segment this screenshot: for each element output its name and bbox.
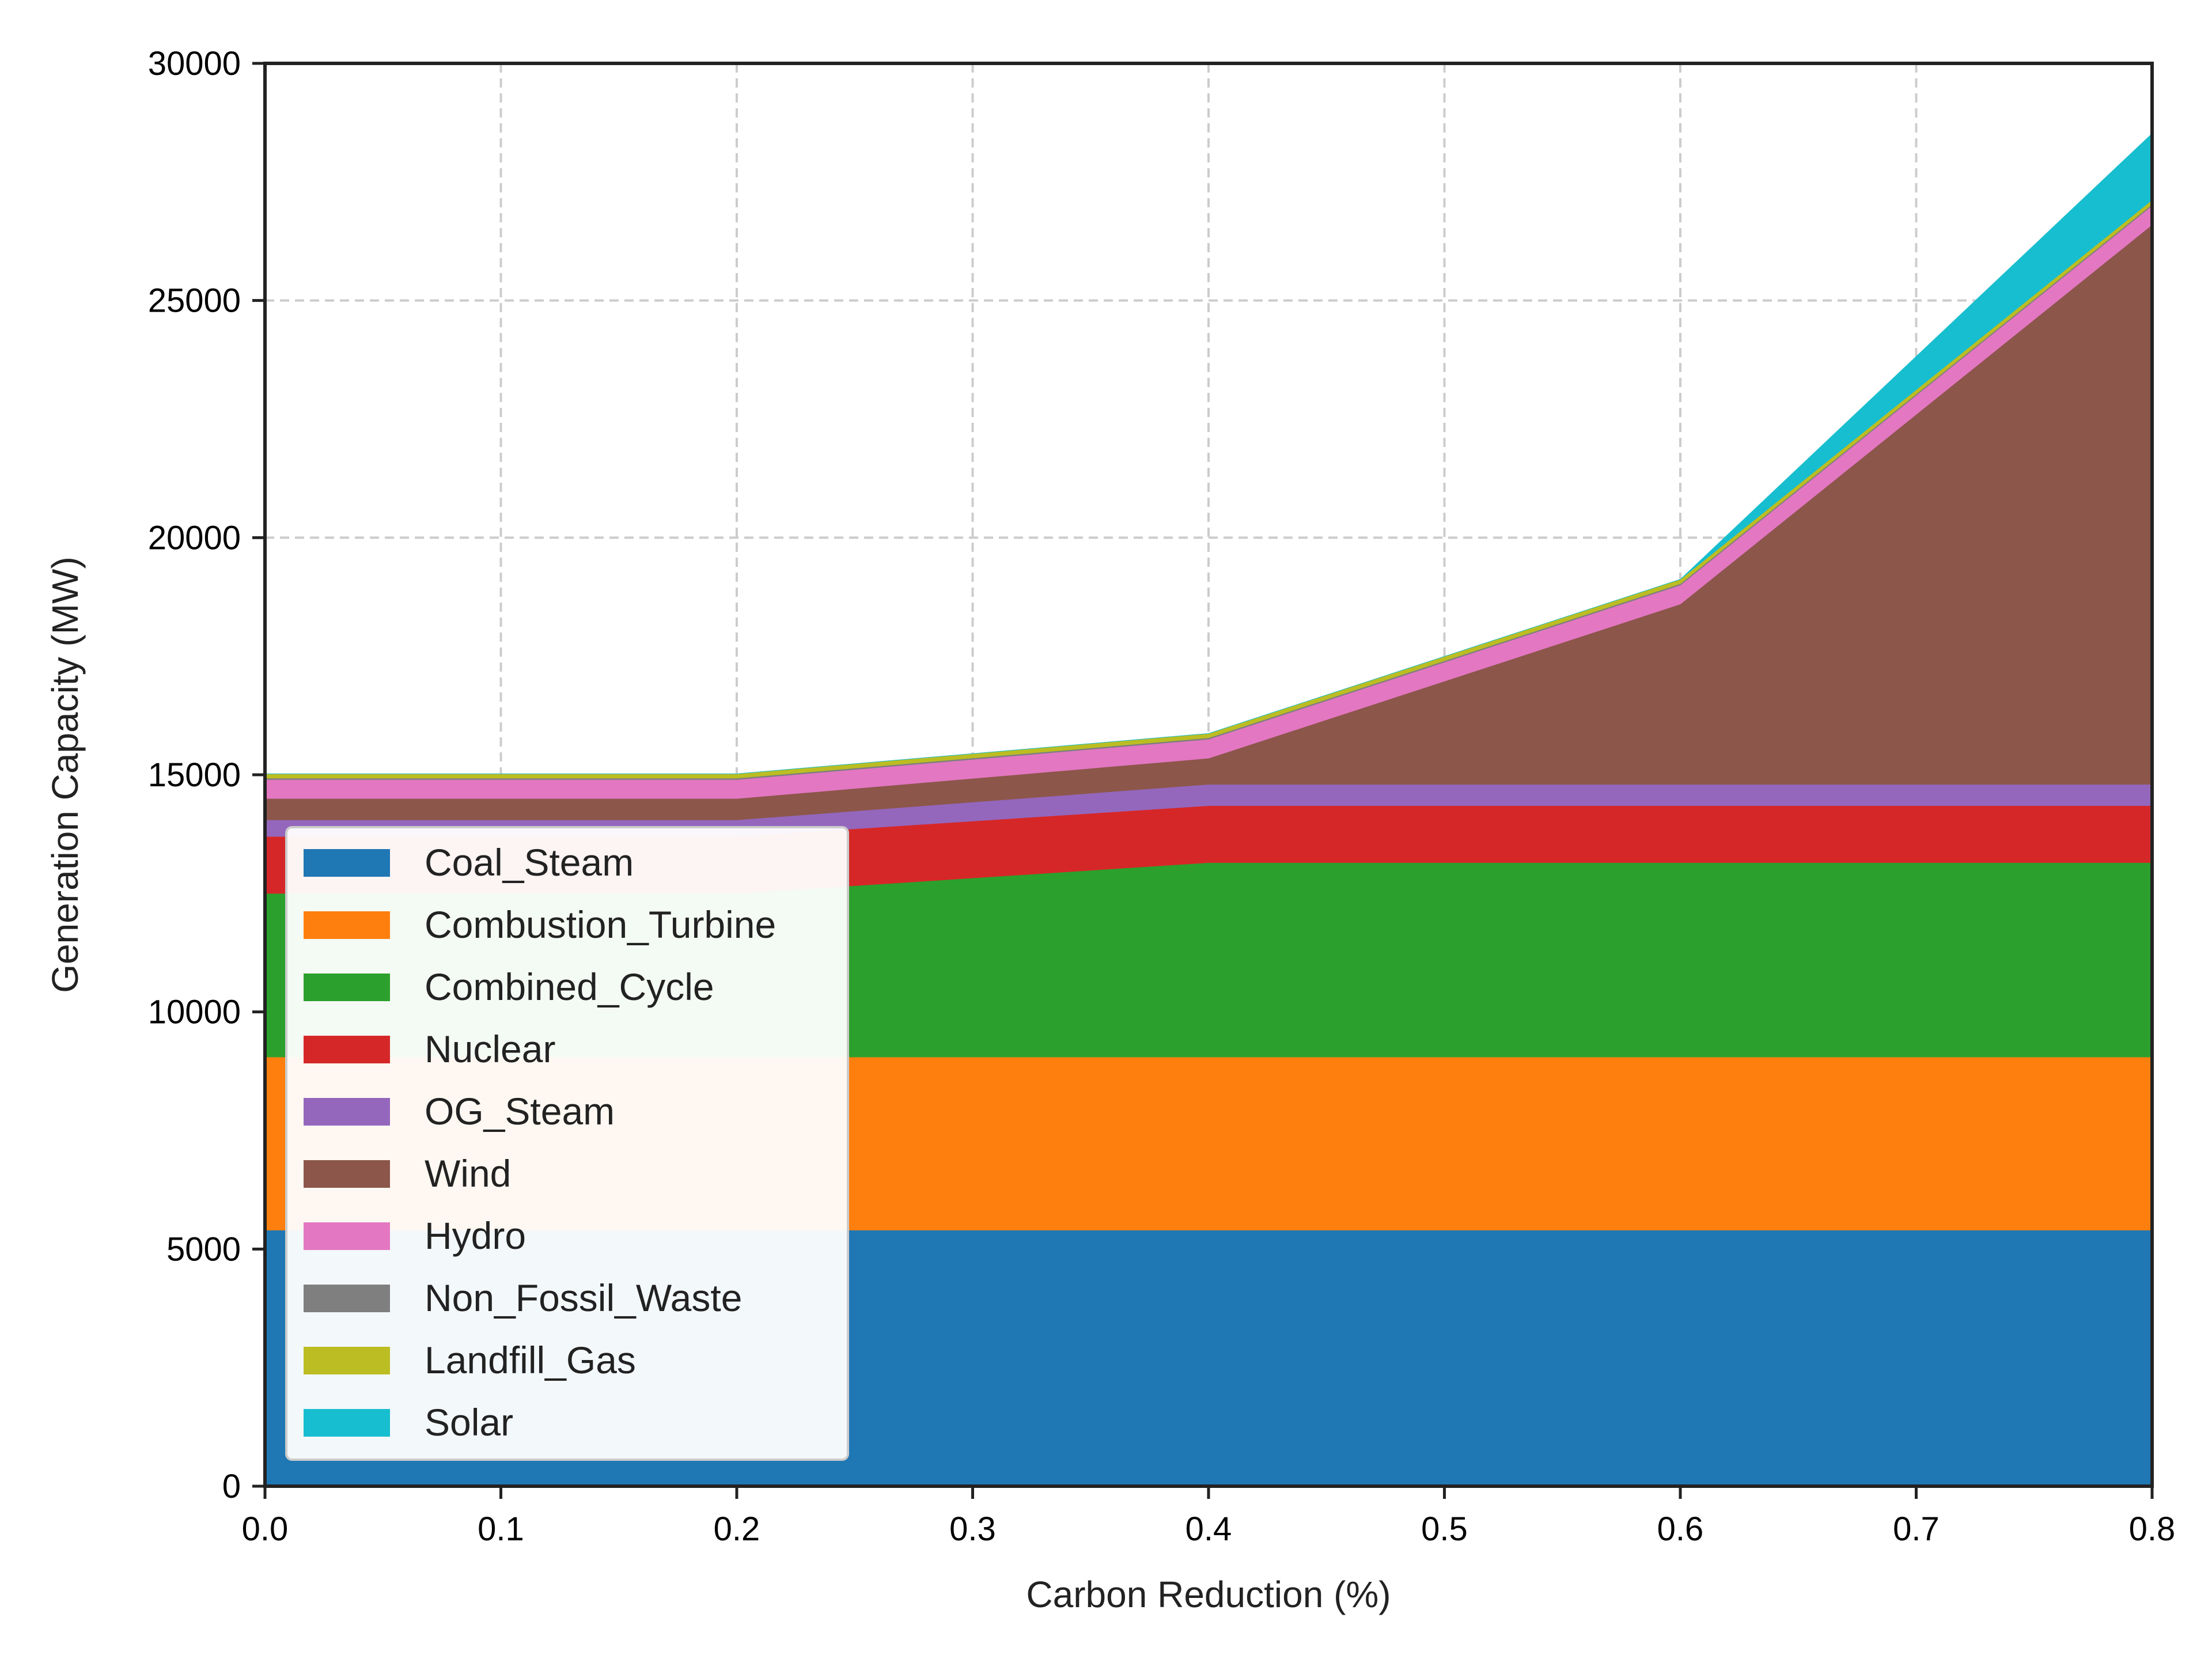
legend-swatch-wind [304,1160,390,1188]
legend-swatch-non-fossil-waste [304,1285,390,1312]
legend-label-og-steam: OG_Steam [425,1090,615,1132]
legend-swatch-combined-cycle [304,974,390,1001]
x-axis-label: Carbon Reduction (%) [1026,1574,1391,1615]
y-axis-label: Generation Capacity (MW) [44,556,86,993]
y-tick-label-2: 10000 [148,994,241,1031]
legend-swatch-landfill-gas [304,1347,390,1374]
legend-swatch-solar [304,1409,390,1437]
y-tick-label-1: 5000 [166,1230,241,1268]
y-tick-label-6: 30000 [148,45,241,82]
axes: 0.0 0.1 0.2 0.3 0.4 0.5 0.6 0.7 0.8 0 5000 10000 150… [148,45,2176,1548]
legend-label-combined-cycle: Combined_Cycle [425,965,714,1008]
x-tick-label-2: 0.2 [714,1510,760,1548]
x-tick-label-0: 0.0 [242,1510,289,1548]
x-tick-label-8: 0.8 [2129,1510,2176,1548]
x-tick-label-3: 0.3 [949,1510,996,1548]
legend-label-nuclear: Nuclear [425,1028,555,1070]
legend-swatch-combustion-turbine [304,911,390,939]
legend-label-solar: Solar [425,1401,513,1444]
legend: Coal_Steam Combustion_Turbine Combined_Cyc… [285,826,849,1461]
x-tick-label-6: 0.6 [1657,1510,1704,1548]
legend-swatch-hydro [304,1222,390,1250]
legend-label-non-fossil-waste: Non_Fossil_Waste [425,1277,742,1319]
legend-label-landfill-gas: Landfill_Gas [425,1339,636,1381]
legend-label-hydro: Hydro [425,1214,526,1257]
y-tick-label-3: 15000 [148,756,241,794]
y-tick-label-0: 0 [222,1468,241,1505]
legend-swatch-og-steam [304,1098,390,1126]
y-tick-label-4: 20000 [148,519,241,556]
legend-swatch-nuclear [304,1036,390,1063]
x-tick-label-7: 0.7 [1893,1510,1940,1548]
x-tick-label-1: 0.1 [478,1510,524,1548]
legend-label-wind: Wind [425,1152,511,1195]
legend-label-combustion-turbine: Combustion_Turbine [425,903,776,946]
legend-swatch-coal-steam [304,849,390,877]
x-tick-label-5: 0.5 [1421,1510,1468,1548]
x-tick-label-4: 0.4 [1185,1510,1232,1548]
legend-box [285,826,849,1461]
legend-label-coal-steam: Coal_Steam [425,841,634,884]
y-tick-label-5: 25000 [148,282,241,320]
